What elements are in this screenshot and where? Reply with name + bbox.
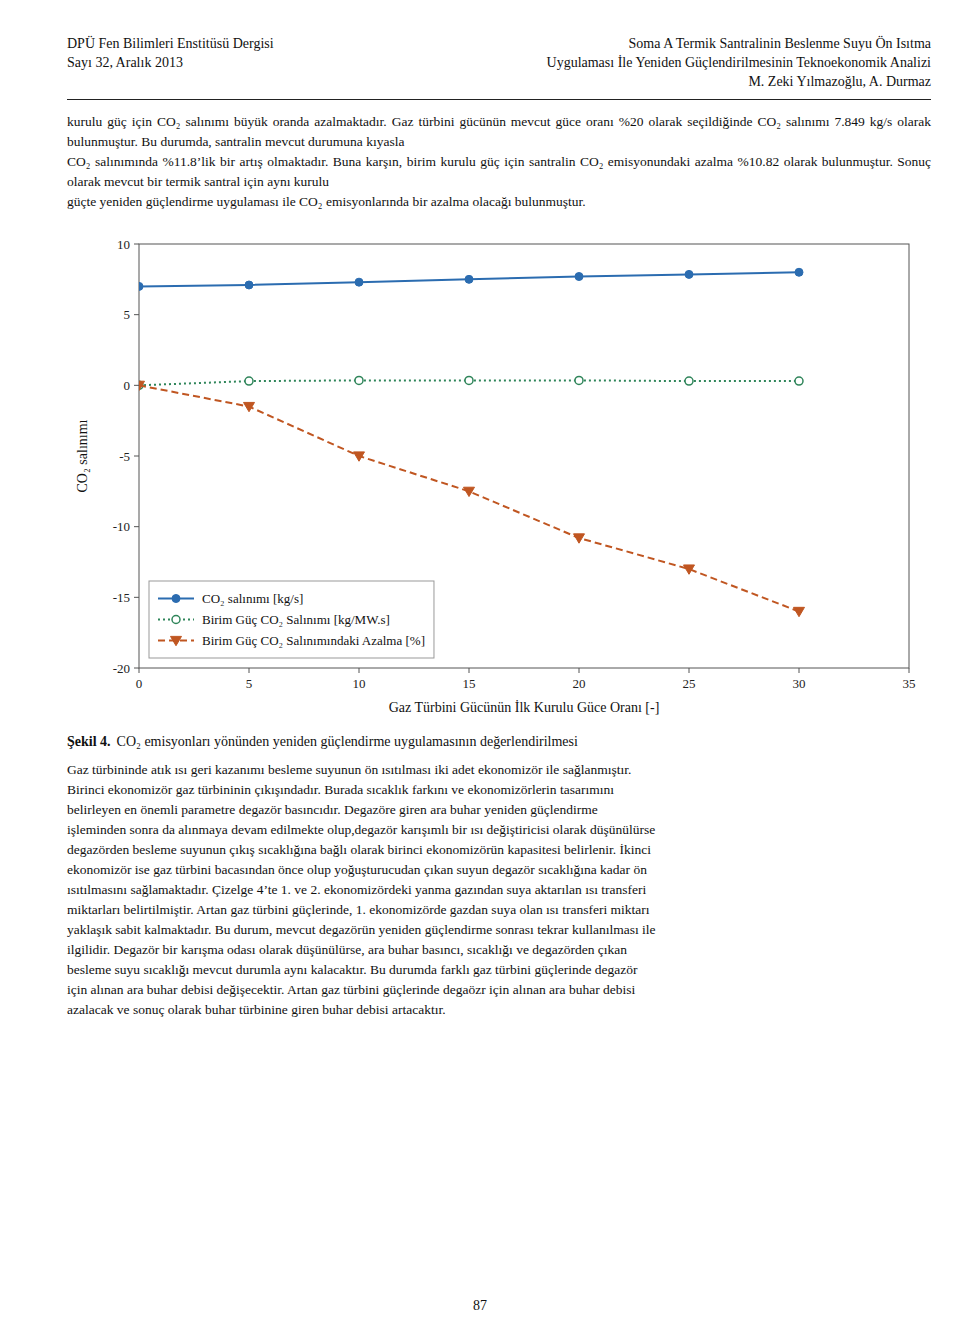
data-point (355, 278, 363, 286)
y-tick (134, 456, 139, 457)
data-point (685, 377, 693, 385)
data-point (464, 487, 475, 496)
y-tick (134, 385, 139, 386)
y-tick-label: 10 (117, 237, 130, 252)
series-line (139, 385, 799, 611)
x-tick (469, 668, 470, 673)
paragraph-line: işleminden sonra da alınmaya devam edilm… (67, 820, 931, 840)
paragraph-line: Birinci ekonomizör gaz türbininin çıkışı… (67, 780, 931, 800)
x-tick-label: 20 (573, 676, 586, 691)
legend-marker (171, 636, 182, 645)
x-tick-label: 15 (463, 676, 476, 691)
y-tick-label: 0 (124, 378, 131, 393)
data-point (794, 607, 805, 616)
header-line: DPÜ Fen Bilimleri Enstitüsü Dergisi (67, 34, 274, 53)
paragraph-line: miktarları belirtilmiştir. Artan gaz tür… (67, 900, 931, 920)
header-right: Soma A Termik Santralinin Beslenme Suyu … (547, 34, 931, 91)
header-line: Soma A Termik Santralinin Beslenme Suyu … (547, 34, 931, 53)
data-point (465, 275, 473, 283)
data-point (795, 268, 803, 276)
x-tick-label: 30 (793, 676, 806, 691)
legend-item: CO₂ salınımı [kg/s] (158, 591, 303, 606)
y-tick (134, 526, 139, 527)
data-point (245, 281, 253, 289)
header-line: Sayı 32, Aralık 2013 (67, 53, 274, 72)
x-tick (799, 668, 800, 673)
x-tick-label: 35 (903, 676, 916, 691)
paragraph-line: besleme suyu sıcaklığı mevcut durumla ay… (67, 960, 931, 980)
paragraph-line: kurulu güç için CO₂ salınımı büyük orand… (67, 112, 931, 152)
legend: CO₂ salınımı [kg/s] Birim Güç CO₂ Salınım… (149, 581, 434, 658)
header: DPÜ Fen Bilimleri Enstitüsü DergisiSayı … (67, 34, 931, 91)
x-tick (909, 668, 910, 673)
data-point (244, 402, 255, 411)
paragraph-line: ekonomizör ise gaz türbini bacasından ön… (67, 860, 931, 880)
data-point (684, 565, 695, 574)
x-tick (579, 668, 580, 673)
paragraph-line: belirleyen en önemli parametre degazör b… (67, 800, 931, 820)
page-number: 87 (0, 1298, 960, 1314)
paragraph-line: ısıtılmasını sağlamaktadır. Çizelge 4’te… (67, 880, 931, 900)
data-point (575, 376, 583, 384)
paragraph-line: yaklaşık sabit kalmaktadır. Bu durum, me… (67, 920, 931, 940)
x-tick-label: 25 (683, 676, 696, 691)
data-point (139, 381, 145, 390)
data-point (139, 282, 143, 290)
paragraph-line: degazörden besleme suyunun çıkış sıcaklı… (67, 840, 931, 860)
chart: 0 5 10 15 20 25 30 35 -20 -15 -10 -5 0 5 10 Gaz Türbini… (67, 226, 931, 726)
x-axis-label: Gaz Türbini Gücünün İlk Kurulu Güce Oran… (389, 700, 660, 715)
paragraph-line: güçte yeniden güçlendirme uygulaması ile… (67, 192, 931, 212)
y-tick (134, 668, 139, 669)
y-tick (134, 244, 139, 245)
legend-marker (172, 616, 180, 624)
x-tick-label: 0 (136, 676, 143, 691)
y-tick (134, 597, 139, 598)
data-point (574, 534, 585, 543)
data-point (245, 377, 253, 385)
paragraph: kurulu güç için CO₂ salınımı büyük orand… (67, 112, 931, 212)
paragraph-line: Gaz türbininde atık ısı geri kazanımı be… (67, 760, 931, 780)
data-point (795, 377, 803, 385)
data-point (355, 376, 363, 384)
legend-item: Birim Güç CO₂ Salınımı [kg/MW.s] (158, 612, 390, 627)
y-tick-label: 5 (124, 307, 131, 322)
x-tick-label: 5 (246, 676, 253, 691)
legend-label: CO₂ salınımı [kg/s] (202, 591, 303, 606)
header-line: Uygulaması İle Yeniden Güçlendirilmesini… (547, 53, 931, 72)
legend-label: Birim Güç CO₂ Salınımı [kg/MW.s] (202, 612, 390, 627)
y-axis-label: CO₂ salınımı (75, 419, 90, 492)
x-tick (689, 668, 690, 673)
header-line: M. Zeki Yılmazoğlu, A. Durmaz (547, 72, 931, 91)
caption-label: Şekil 4. (67, 734, 111, 749)
x-tick (249, 668, 250, 673)
legend-item: Birim Güç CO₂ Salınımındaki Azalma [%] (158, 633, 425, 648)
series-line (139, 272, 799, 286)
caption-text: CO₂ emisyonları yönünden yeniden güçlend… (117, 734, 578, 749)
x-tick (139, 668, 140, 673)
paragraph-line: azalacak ve sonuç olarak buhar türbinine… (67, 1000, 931, 1020)
data-point (354, 452, 365, 461)
legend-label: Birim Güç CO₂ Salınımındaki Azalma [%] (202, 633, 425, 648)
y-tick-label: -10 (113, 519, 130, 534)
y-tick-label: -15 (113, 590, 130, 605)
x-tick-label: 10 (353, 676, 366, 691)
x-tick (359, 668, 360, 673)
data-point (465, 376, 473, 384)
caption: Şekil 4. CO₂ emisyonları yönünden yeniden… (67, 734, 931, 750)
y-tick-label: -20 (113, 661, 130, 676)
paragraph-line: CO₂ salınımında %11.8’lik bir artış olma… (67, 152, 931, 192)
header-left: DPÜ Fen Bilimleri Enstitüsü DergisiSayı … (67, 34, 274, 91)
y-tick (134, 314, 139, 315)
legend-marker (172, 595, 180, 603)
header-rule (67, 99, 931, 100)
data-point (685, 270, 693, 278)
plot-frame (139, 244, 909, 668)
legend-frame (149, 581, 434, 658)
series-group (139, 268, 805, 616)
paragraph-line: ilgilidir. Degazör bir karışma odası ola… (67, 940, 931, 960)
y-tick-label: -5 (119, 449, 130, 464)
paragraph: Gaz türbininde atık ısı geri kazanımı be… (67, 760, 931, 1020)
paragraph-line: için alınan ara buhar debisi değişecekti… (67, 980, 931, 1000)
data-point (575, 273, 583, 281)
